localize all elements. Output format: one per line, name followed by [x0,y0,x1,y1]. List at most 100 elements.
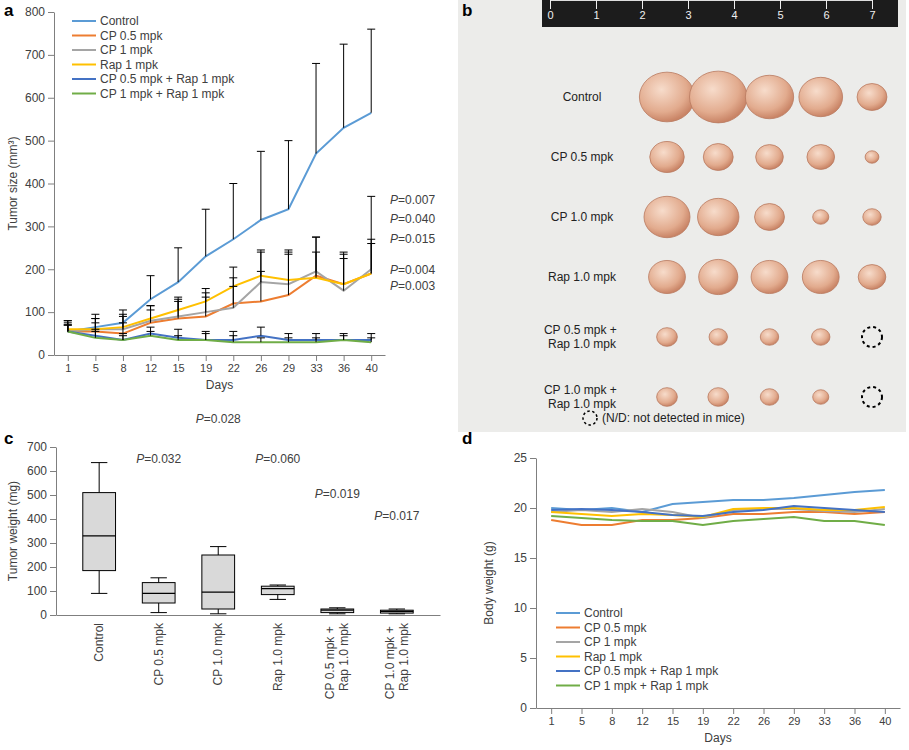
y-tick-mark [530,658,536,659]
y-tick-mark [50,543,56,544]
x-tick: 15 [667,708,679,727]
y-tick-mark [48,12,54,13]
x-tick-label: Control [92,623,106,662]
figure: a010020030040050060070080015812151922262… [0,0,909,750]
ruler-tick: 7 [869,0,875,21]
tumor [865,151,879,163]
error-bar [257,327,265,336]
ruler-tick: 5 [777,0,783,21]
box [380,610,413,613]
x-tick-label: CP 0.5 mpk [152,622,166,685]
x-tick: 8 [609,708,615,727]
ruler-tick: 3 [685,0,691,21]
x-tick-label: 29 [283,362,295,374]
x-tick-mark [261,355,262,361]
legend-swatch [72,93,96,95]
y-tick: 200 [27,560,56,574]
x-tick: 19 [697,708,709,727]
y-tick: 200 [25,263,54,277]
y-tick: 500 [27,488,56,502]
ruler-axis: 01234567 [547,0,875,21]
y-tick: 100 [27,584,56,598]
x-tick-label: 26 [255,362,267,374]
x-axis-line [537,708,901,709]
ruler-tick: 0 [547,0,553,21]
legend-label: CP 0.5 mpk + Rap 1 mpk [584,664,719,678]
x-tick-label: 15 [173,362,185,374]
panel-label: d [462,429,472,448]
tumor [703,144,733,171]
box [83,493,116,571]
x-tick: 22 [228,355,240,374]
x-tick-label: CP 1.0 mpk [211,622,225,685]
y-tick-label: 300 [25,220,45,234]
y-tick-label: 800 [25,5,45,19]
x-tick-label: 40 [879,715,891,727]
tumor [756,145,784,170]
box [202,555,235,609]
whisker-lower [270,595,286,600]
y-tick-label: 600 [27,464,47,478]
error-bar [340,252,348,291]
x-tick-label: 5 [93,362,99,374]
error-bar [367,29,375,113]
y-tick-mark [48,184,54,185]
legend-label: Control [584,606,623,620]
legend-label: CP 1 mpk + Rap 1 mpk [584,679,709,693]
y-tick-label: 10 [514,601,528,615]
tumor [751,260,788,293]
error-bar [229,267,237,286]
x-tick-mark [885,708,886,714]
tumor [857,84,887,111]
y-tick-label: 0 [520,701,527,715]
error-bar [284,252,292,295]
error-bar [91,319,99,330]
error-bar [64,325,72,331]
tumor [657,328,678,347]
row-label: Control [563,90,602,104]
x-tick-mark [178,355,179,361]
tumor [649,260,686,293]
tumor [863,209,881,226]
ruler-tick-mark [596,0,597,9]
legend-label: CP 1 mpk [584,635,637,649]
x-tick-label: 22 [228,362,240,374]
box [261,586,294,594]
legend-label: CP 0.5 mpk [584,621,647,635]
legend-swatch [556,656,580,658]
y-tick-label: 600 [25,91,45,105]
y-axis: 0100200300400500600700 [27,440,57,622]
tumor [690,71,748,123]
x-tick-label: 1 [65,362,71,374]
error-bar [119,314,127,327]
series-line [68,274,371,334]
error-bar [202,334,210,340]
x-tick: 1 [65,355,71,374]
x-tick-label: CP 1.0 mpk + Rap 1.0 mpk [383,622,411,699]
tumor [699,259,738,294]
ruler-tick-mark [826,0,827,9]
tumor [644,196,690,237]
legend-swatch [72,78,96,80]
median [261,588,294,589]
y-tick-label: 400 [27,512,47,526]
x-tick: Control [92,615,106,662]
y-tick-mark [48,226,54,227]
y-axis: 0100200300400500600700800 [25,5,55,362]
y-tick: 400 [27,512,56,526]
y-axis-line [536,459,537,709]
x-axis: 158121519222629333640 [55,355,386,374]
annotation: P=0.017 [374,509,419,523]
x-tick-label: 19 [200,362,212,374]
box [142,583,175,603]
x-axis-title: Days [704,731,731,745]
x-tick-mark [703,708,704,714]
y-tick-label: 15 [514,551,528,565]
x-tick: CP 0.5 mpk [152,615,166,685]
legend-swatch [556,685,580,687]
y-tick: 800 [25,5,54,19]
whisker-upper [210,547,226,555]
x-tick: 1 [549,708,555,727]
tumor [708,388,729,407]
error-bar [64,325,72,331]
